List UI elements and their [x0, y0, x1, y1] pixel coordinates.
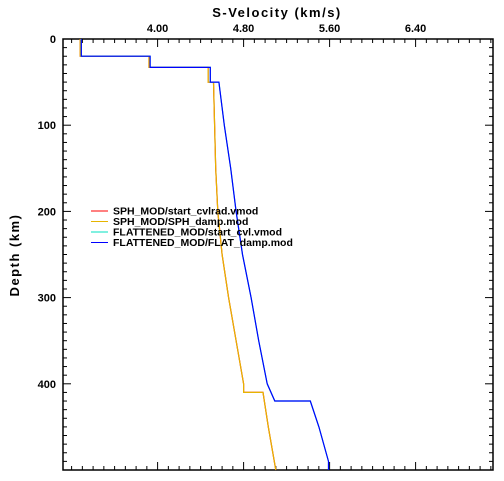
legend-entry: SPH_MOD/SPH_damp.mod [113, 216, 248, 228]
series-line-2 [79, 39, 277, 471]
y-tick-label: 100 [38, 120, 56, 132]
series-line-3 [80, 39, 330, 470]
legend-entry: SPH_MOD/start_cvlrad.vmod [113, 206, 258, 218]
legend-entry: FLATTENED_MOD/FLAT_damp.mod [113, 237, 293, 249]
legend: SPH_MOD/start_cvlrad.vmodSPH_MOD/SPH_dam… [91, 206, 293, 249]
y-tick-label: 400 [38, 379, 56, 391]
y-tick-label: 0 [50, 34, 56, 46]
y-tick-label: 200 [38, 206, 56, 218]
x-tick-label: 6.40 [405, 23, 426, 35]
series-line-1 [79, 39, 277, 471]
legend-entry: FLATTENED_MOD/start_cvl.vmod [113, 227, 282, 239]
axis-ticks [63, 38, 493, 471]
x-tick-label: 4.00 [147, 23, 168, 35]
y-tick-label: 300 [38, 293, 56, 305]
series-group [79, 39, 330, 471]
y-axis-label: Depth (km) [7, 214, 22, 297]
plot-frame [62, 38, 494, 471]
chart-title: S-Velocity (km/s) [212, 5, 342, 20]
axis-tick-labels: 4.00 4.80 5.60 6.40 0 100 200 300 400 [38, 23, 427, 391]
x-tick-label: 4.80 [233, 23, 254, 35]
series-line-4 [80, 39, 330, 470]
x-tick-label: 5.60 [319, 23, 340, 35]
